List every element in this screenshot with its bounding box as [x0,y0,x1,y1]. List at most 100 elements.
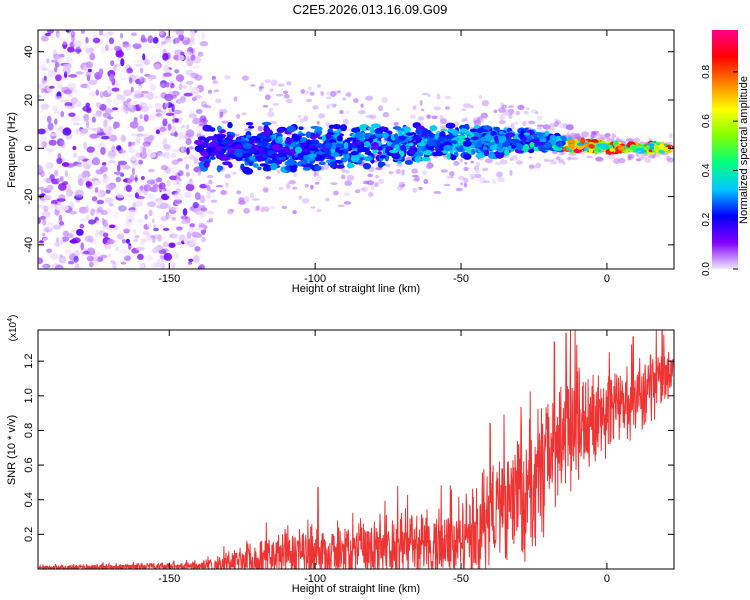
spectrogram-cell [481,100,489,107]
spectrogram-cell [181,124,186,129]
spectrogram-cell [333,190,339,196]
spectrogram-cell [248,125,255,129]
spectrogram-cell [106,238,115,245]
spectrogram-cell [199,41,209,47]
spectrogram-cell [193,157,198,165]
spectrogram-cell [257,166,262,171]
spectrogram-cell [146,92,154,100]
spectrogram-cell [188,180,197,186]
spectrogram-cell [536,115,543,121]
spectrogram-cell [335,164,345,169]
spectrogram-cell [162,118,168,127]
spectrogram-cell [82,177,89,182]
snr-frame [37,329,675,570]
spectrogram-cell [396,163,402,167]
spectrogram-cell [73,266,83,269]
spectrogram-cell [169,175,178,181]
spectrogram-cell [484,134,493,142]
spectrogram-cell [367,127,375,131]
spectrogram-cell [160,236,165,240]
spectrogram-cell [480,136,487,142]
spectrogram-cell [54,110,61,115]
spectrogram-cell [151,218,155,224]
spectrogram-cell [159,254,163,258]
spectrogram-cell [116,193,125,198]
spectrogram-cell [597,133,602,137]
spectrogram-cell [110,60,115,67]
spectrogram-cell [250,84,256,87]
x-tick-label: 0 [604,573,610,585]
spectrogram-cell [86,74,91,82]
spectrogram-cell [112,98,122,105]
spectrogram-cell [201,31,206,40]
spectrogram-cell [480,112,488,119]
spectrogram-cell [135,45,143,50]
spectrogram-cell [64,102,73,107]
spectrogram-cell [371,192,375,197]
spectrogram-cell [444,106,451,110]
spectrogram-cell [131,141,136,146]
spectrogram-cell [119,32,124,39]
spectrogram-cell [355,140,361,146]
spectrogram-cell [112,107,119,111]
spectrogram-cell [185,138,192,145]
spectrogram-cell [130,155,137,162]
spectrogram-cell [331,103,337,108]
spectrogram-cell [88,261,94,268]
spectrogram-cell [170,166,180,175]
spectrogram-cell [188,258,194,262]
spectrogram-cell [149,152,156,159]
spectrogram-cell [103,173,108,179]
spectrogram-cell [173,192,182,201]
spectrogram-cell [86,255,94,262]
y-tick-label: 40 [23,46,35,58]
spectrogram-cell [43,237,47,242]
spectrogram-cell [476,155,484,159]
spectrogram-cell [394,133,399,140]
spectrogram-cell [371,184,374,191]
spectrogram-cell [316,84,321,88]
spectrogram-cell [395,168,401,175]
spectrogram-cell [422,170,427,176]
spectrogram-cell [562,161,566,165]
spectrogram-cell [433,191,442,194]
spectrogram-y-axis-label: Frequency (Hz) [6,112,18,188]
spectrogram-cell [341,174,346,180]
spectrogram-cell [476,127,484,134]
spectrogram-cell [130,32,137,37]
spectrogram-cell [172,95,177,99]
spectrogram-cell [492,178,496,185]
spectrogram-cell [497,142,503,150]
spectrogram-cell [215,145,223,152]
spectrogram-cell [229,209,235,212]
spectrogram-cell [501,142,508,147]
spectrogram-cell [147,201,157,208]
spectrogram-cell [516,160,523,165]
spectrogram-cell [493,126,501,131]
spectrogram-cell [54,169,59,177]
x-tick-label: 0 [604,273,610,285]
spectrogram-cell [52,224,62,230]
spectrogram-cell [150,235,155,239]
spectrogram-cell [101,178,108,185]
spectrogram-cell [326,96,332,99]
spectrogram-cell [399,150,405,158]
spectrogram-cell [59,140,66,149]
spectrogram-cell [417,116,425,121]
y-tick-label: 1.0 [23,388,35,403]
spectrogram-cell [146,179,155,185]
colorbar-tick-label: 0.2 [701,212,712,226]
spectrogram-cell [136,119,146,124]
spectrogram-cell [452,130,459,136]
spectrogram-cell [38,94,42,99]
spectrogram-cell [393,122,399,126]
spectrogram-cell [126,193,134,198]
spectrogram-cell [194,139,204,145]
spectrogram-cell [113,187,119,193]
spectrogram-cell [42,219,47,226]
spectrogram-cell [326,104,330,110]
spectrogram-cell [96,256,104,262]
spectrogram-cell [399,162,403,168]
spectrogram-cell [72,152,78,159]
spectrogram-cell [215,185,224,188]
